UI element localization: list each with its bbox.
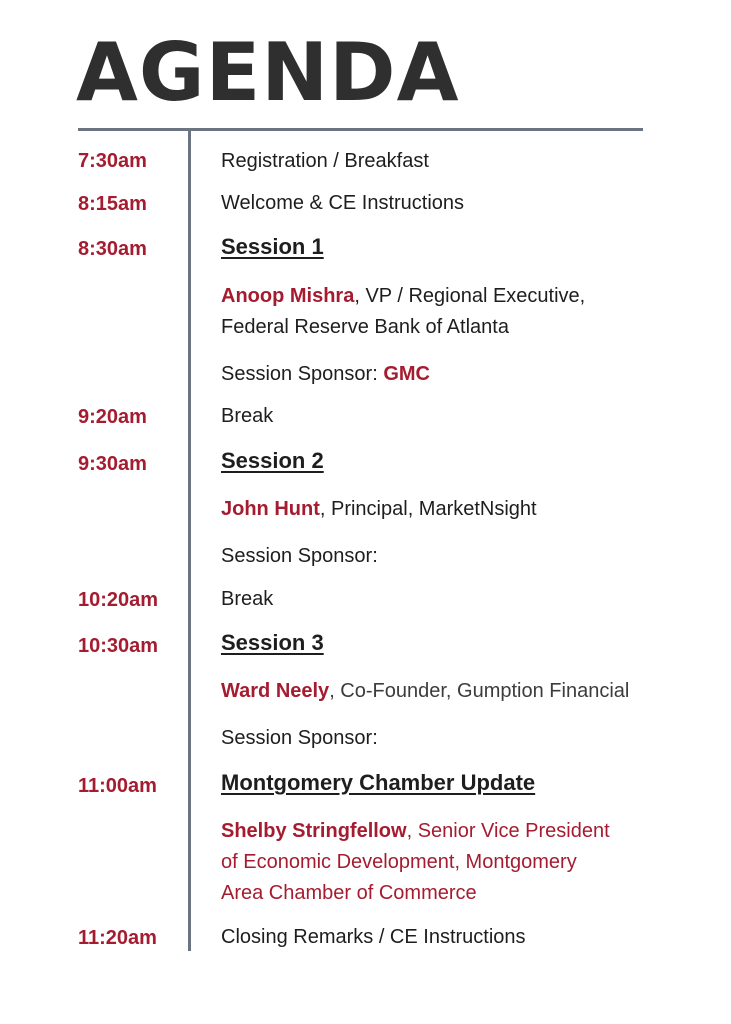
speaker-role: , Senior Vice President xyxy=(406,820,610,842)
agenda-item-text: Closing Remarks / CE Instructions xyxy=(221,926,526,948)
session-title: Session 2 xyxy=(221,448,324,473)
sponsor-label: Session Sponsor: xyxy=(221,727,378,749)
time-label: 10:20am xyxy=(78,589,159,611)
time-label: 7:30am xyxy=(78,150,147,172)
time-label: 9:30am xyxy=(78,453,147,475)
session-title: Montgomery Chamber Update xyxy=(221,770,536,795)
session-title: Session 1 xyxy=(221,234,324,259)
agenda-item-text: Welcome & CE Instructions xyxy=(221,192,465,214)
header-divider xyxy=(78,128,643,131)
time-label: 10:30am xyxy=(78,635,159,657)
time-label: 11:00am xyxy=(78,775,157,797)
sponsor-label: Session Sponsor: xyxy=(221,545,378,567)
speaker-name: John Hunt xyxy=(221,498,320,520)
speaker-name: Anoop Mishra xyxy=(221,285,355,307)
sponsor-label: Session Sponsor: xyxy=(221,363,384,385)
time-label: 8:30am xyxy=(78,238,147,260)
time-label: 11:20am xyxy=(78,927,157,949)
agenda-item-text: Registration / Breakfast xyxy=(221,150,429,172)
agenda-item-text: Break xyxy=(221,588,274,610)
speaker-role: , Principal, MarketNsight xyxy=(319,498,537,520)
speaker-name: Shelby Stringfellow xyxy=(221,820,407,842)
timeline-divider xyxy=(188,128,191,951)
speaker-role: , Co-Founder, Gumption Financial xyxy=(329,680,630,702)
agenda-item-text: Break xyxy=(221,405,274,427)
speaker-org: Area Chamber of Commerce xyxy=(221,882,477,904)
speaker-role: , VP / Regional Executive, xyxy=(354,285,586,307)
page-title: AGENDA xyxy=(76,26,460,119)
speaker-line: Ward Neely, Co-Founder, Gumption Financi… xyxy=(221,676,629,707)
speaker-line: Shelby Stringfellow, Senior Vice Preside… xyxy=(221,816,610,847)
time-label: 9:20am xyxy=(78,406,147,428)
speaker-line: John Hunt, Principal, MarketNsight xyxy=(221,494,537,525)
sponsor-name: GMC xyxy=(383,363,430,385)
sponsor-line: Session Sponsor: GMC xyxy=(221,359,430,390)
speaker-name: Ward Neely xyxy=(221,680,330,702)
speaker-org: Federal Reserve Bank of Atlanta xyxy=(221,316,509,338)
session-title: Session 3 xyxy=(221,630,324,655)
speaker-line: Anoop Mishra, VP / Regional Executive, xyxy=(221,281,585,312)
time-label: 8:15am xyxy=(78,193,147,215)
speaker-org: of Economic Development, Montgomery xyxy=(221,851,577,873)
